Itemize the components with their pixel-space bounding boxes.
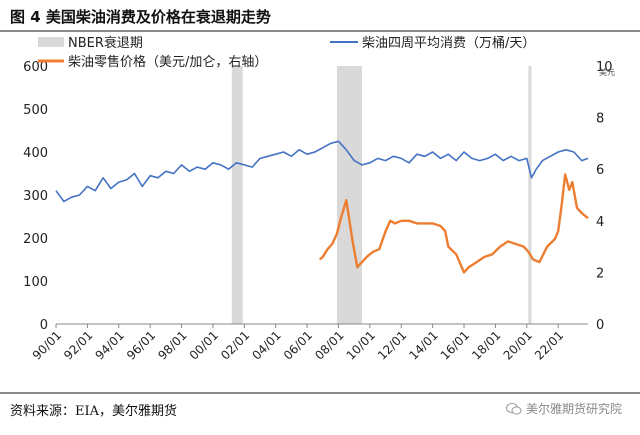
x-tick-label: 20/01 [501,328,535,362]
legend: NBER衰退期 柴油四周平均消费（万桶/天） 柴油零售价格（美元/加仑，右轴） [38,35,535,70]
x-tick-label: 96/01 [124,328,158,362]
recession-band [528,66,532,324]
consumption-line [55,140,589,203]
x-tick-label: 16/01 [438,328,472,362]
figure-title-bar: 图 4 美国柴油消费及价格在衰退期走势 [0,0,640,32]
left-tick-label: 100 [23,275,48,290]
x-tick-label: 12/01 [375,328,409,362]
legend-label-consumption: 柴油四周平均消费（万桶/天） [362,36,535,51]
x-tick-label: 04/01 [249,328,283,362]
x-tick-label: 98/01 [155,328,189,362]
left-tick-label: 400 [23,146,48,161]
price-line [318,173,589,274]
legend-swatch-recession [38,37,64,47]
right-tick-label: 6 [596,163,604,178]
legend-label-recession: NBER衰退期 [68,35,143,51]
left-tick-label: 500 [23,103,48,118]
series [55,140,589,274]
x-tick-label: 94/01 [93,328,127,362]
right-tick-label: 2 [596,266,604,281]
source-bar: 资料来源：EIA，美尔雅期货 美尔雅期货研究院 [0,392,640,435]
recession-bands [231,66,532,324]
recession-band [231,66,243,324]
wechat-icon [505,402,522,415]
right-tick-label: 4 [596,215,604,230]
x-tick-label: 02/01 [218,328,252,362]
right-axis-title: 美元 [599,67,615,77]
right-tick-label: 8 [596,112,604,127]
left-tick-label: 600 [23,60,48,75]
x-tick-label: 08/01 [312,328,346,362]
left-tick-label: 0 [40,318,48,333]
x-tick-label: 14/01 [406,328,440,362]
legend-label-price: 柴油零售价格（美元/加仑，右轴） [68,54,267,70]
figure-title: 图 4 美国柴油消费及价格在衰退期走势 [10,8,271,26]
x-tick-label: 90/01 [30,328,64,362]
right-tick-label: 0 [596,318,604,333]
left-tick-label: 300 [23,189,48,204]
x-tick-label: 06/01 [281,328,315,362]
x-tick-label: 92/01 [61,328,95,362]
watermark: 美尔雅期货研究院 [505,400,622,417]
recession-band [336,66,363,324]
source-text: 资料来源：EIA，美尔雅期货 [10,404,178,419]
watermark-text: 美尔雅期货研究院 [525,402,622,416]
x-tick-label: 18/01 [469,328,503,362]
left-tick-label: 200 [23,232,48,247]
x-tick-label: 10/01 [344,328,378,362]
x-tick-label: 22/01 [532,328,566,362]
x-tick-label: 00/01 [187,328,221,362]
right-tick-label: 10 [596,60,613,75]
